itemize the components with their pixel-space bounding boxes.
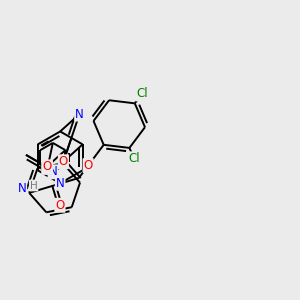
Text: O: O	[42, 160, 51, 173]
Text: N: N	[56, 177, 64, 190]
Text: O: O	[83, 159, 93, 172]
Text: Cl: Cl	[128, 152, 140, 165]
Text: N: N	[17, 182, 26, 195]
Text: O: O	[59, 155, 68, 168]
Text: O: O	[55, 199, 64, 212]
Text: N: N	[75, 108, 84, 121]
Text: N: N	[49, 165, 57, 178]
Text: N: N	[43, 161, 52, 174]
Text: H: H	[30, 181, 38, 190]
Text: Cl: Cl	[136, 87, 148, 101]
